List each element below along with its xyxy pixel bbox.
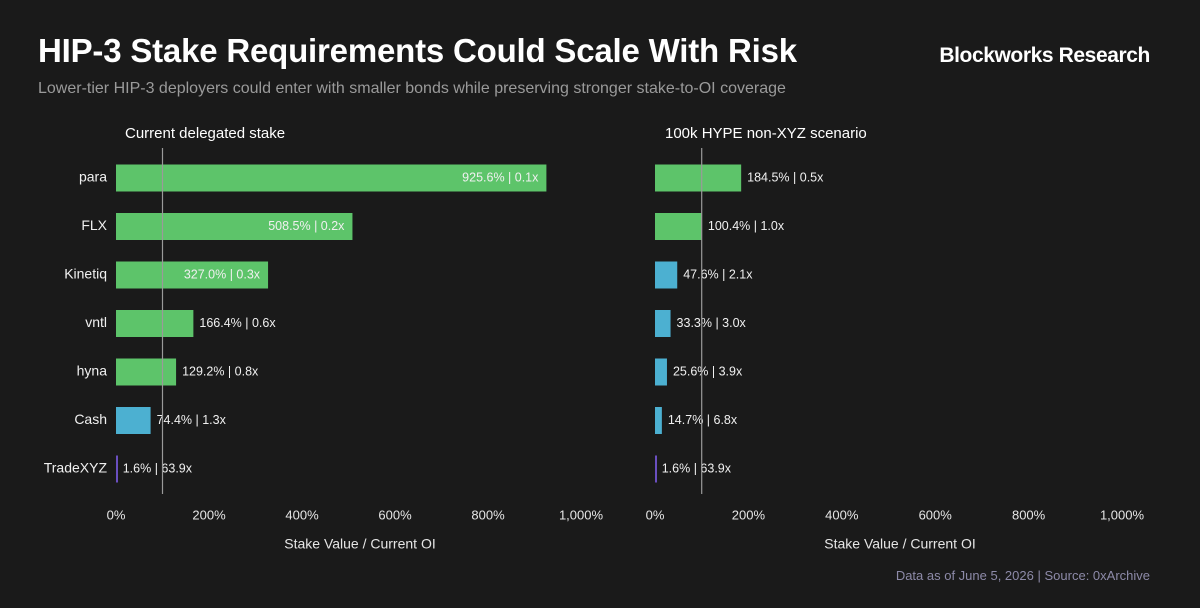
panel-title-current: Current delegated stake [125,125,285,142]
category-label-para: para [79,169,107,185]
chart-subtitle: Lower-tier HIP-3 deployers could enter w… [38,80,786,97]
x-tick-label-scenario-400: 400% [825,507,859,522]
footer-source: Source: 0xArchive [1044,568,1151,583]
brand-logo-text: Blockworks Research [939,44,1150,67]
x-axis-label-current: Stake Value / Current OI [284,536,435,552]
x-tick-label-scenario-800: 800% [1012,507,1046,522]
data-label-current-Cash: 74.4% | 1.3x [157,413,227,427]
bar-scenario-vntl [655,310,671,337]
footer-date: Data as of June 5, 2026 [895,568,1034,583]
x-tick-label-current-1000: 1,000% [559,507,604,522]
data-label-scenario-TradeXYZ: 1.6% | 63.9x [662,461,732,475]
data-label-current-Kinetiq: 327.0% | 0.3x [184,267,261,281]
bar-current-Cash [116,407,151,434]
x-tick-label-scenario-0: 0% [646,507,665,522]
data-label-scenario-Cash: 14.7% | 6.8x [668,413,738,427]
data-label-current-TradeXYZ: 1.6% | 63.9x [123,461,193,475]
x-tick-label-current-0: 0% [107,507,126,522]
data-label-scenario-FLX: 100.4% | 1.0x [708,219,785,233]
x-tick-label-current-400: 400% [285,507,319,522]
x-tick-label-current-800: 800% [471,507,505,522]
data-label-scenario-para: 184.5% | 0.5x [747,170,824,184]
bar-scenario-TradeXYZ [655,455,657,483]
x-tick-label-scenario-1000: 1,000% [1100,507,1145,522]
data-label-scenario-Kinetiq: 47.6% | 2.1x [683,267,753,281]
data-label-scenario-vntl: 33.3% | 3.0x [677,316,747,330]
panel-title-scenario: 100k HYPE non-XYZ scenario [665,125,867,142]
bar-scenario-Cash [655,407,662,434]
bar-current-FLX [116,213,353,240]
footer-note: Data as of June 5, 2026 | Source: 0xArch… [896,568,1150,583]
bar-current-TradeXYZ [116,455,118,483]
category-label-vntl: vntl [85,314,107,330]
bar-scenario-Kinetiq [655,261,678,289]
data-label-current-FLX: 508.5% | 0.2x [268,219,345,233]
bar-current-vntl [116,310,194,337]
data-label-current-vntl: 166.4% | 0.6x [199,316,276,330]
bar-current-para [116,164,547,192]
chart-title: HIP-3 Stake Requirements Could Scale Wit… [38,32,797,69]
category-label-hyna: hyna [77,363,108,379]
bar-current-Kinetiq [116,261,269,289]
category-label-Kinetiq: Kinetiq [64,266,107,282]
data-label-current-para: 925.6% | 0.1x [462,170,539,184]
bar-scenario-para [655,164,742,192]
bar-scenario-hyna [655,358,667,386]
x-tick-label-current-200: 200% [192,507,226,522]
category-label-FLX: FLX [81,217,107,233]
x-tick-label-scenario-600: 600% [919,507,953,522]
x-tick-label-scenario-200: 200% [732,507,766,522]
data-label-scenario-hyna: 25.6% | 3.9x [673,364,743,378]
data-label-current-hyna: 129.2% | 0.8x [182,364,259,378]
x-tick-label-current-600: 600% [378,507,412,522]
bar-scenario-FLX [655,213,702,240]
category-label-TradeXYZ: TradeXYZ [44,460,108,476]
bar-current-hyna [116,358,177,386]
category-label-Cash: Cash [74,411,107,427]
x-axis-label-scenario: Stake Value / Current OI [824,536,975,552]
footer-separator: | [1037,568,1041,583]
